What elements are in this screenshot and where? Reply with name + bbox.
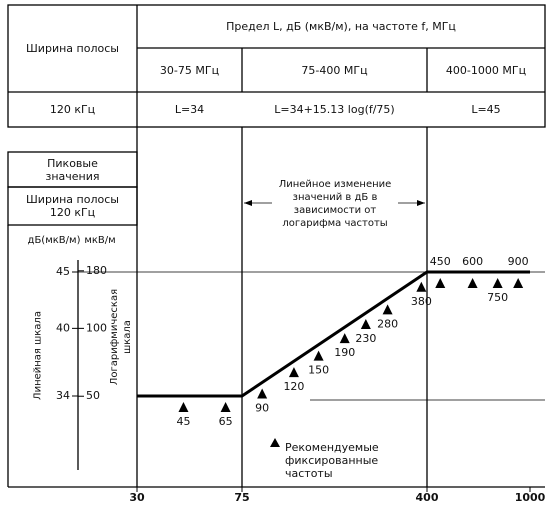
frequency-label: 65 xyxy=(219,415,233,428)
frequency-marker xyxy=(416,281,427,292)
frequency-label: 230 xyxy=(355,332,376,345)
frequency-marker xyxy=(257,388,268,399)
frequency-marker xyxy=(467,278,478,288)
formula: L=45 xyxy=(471,103,501,116)
x-tick-label: 1000 xyxy=(515,491,546,504)
frequency-marker xyxy=(435,278,446,288)
uv-tick-label: 100 xyxy=(86,321,107,334)
bandwidth-label: Ширина полосы 120 кГц xyxy=(26,193,119,219)
range: 30-75 МГц xyxy=(159,64,220,77)
frequency-label: 120 xyxy=(283,380,304,393)
frequency-marker xyxy=(178,402,189,412)
db-tick-label: 34 xyxy=(56,389,70,402)
formula: L=34+15.13 log(f/75) xyxy=(274,103,395,116)
frequency-marker xyxy=(382,304,393,315)
x-tick-label: 30 xyxy=(129,491,145,504)
frequency-marker xyxy=(220,402,231,412)
uv-unit: мкВ/м xyxy=(84,235,116,246)
db-unit: дБ(мкВ/м) xyxy=(27,235,81,246)
frequency-label: 90 xyxy=(255,401,269,414)
frequency-label: 900 xyxy=(508,255,529,268)
bandwidth-header: Ширина полосы xyxy=(26,42,119,55)
x-tick-label: 75 xyxy=(234,491,249,504)
peak-label: Пиковые значения xyxy=(45,157,100,183)
limit-header: Предел L, дБ (мкВ/м), на частоте f, МГц xyxy=(226,20,456,33)
range: 400-1000 МГц xyxy=(445,64,527,77)
frequency-label: 750 xyxy=(487,291,508,304)
uv-tick-label: 50 xyxy=(86,389,100,402)
bandwidth: 120 кГц xyxy=(49,103,96,116)
uv-tick-label: 180 xyxy=(86,264,107,277)
frequency-marker xyxy=(360,318,371,329)
x-tick-label: 400 xyxy=(416,491,439,504)
table-lines xyxy=(7,4,546,488)
legend: Рекомендуемые фиксированные частоты xyxy=(285,441,379,480)
frequency-marker xyxy=(492,278,503,288)
frequency-label: 45 xyxy=(176,415,190,428)
linear-scale: Линейная шкала xyxy=(32,311,44,400)
log-scale: Логарифмическая шкала xyxy=(109,288,133,386)
frequency-label: 150 xyxy=(308,364,329,377)
range: 75-400 МГц xyxy=(301,64,368,77)
frequency-label: 280 xyxy=(377,317,398,330)
frequency-marker xyxy=(313,350,324,361)
frequency-label: 190 xyxy=(334,346,355,359)
frequency-label: 600 xyxy=(462,255,483,268)
annotation: Линейное изменение значений в дБ в завис… xyxy=(272,178,398,230)
frequency-marker xyxy=(339,333,350,344)
formula: L=34 xyxy=(174,103,205,116)
frequency-marker xyxy=(513,278,524,288)
frequency-marker xyxy=(288,367,299,378)
db-tick-label: 40 xyxy=(56,321,70,334)
limit-line xyxy=(137,270,530,398)
frequency-label: 380 xyxy=(411,295,432,308)
db-tick-label: 45 xyxy=(56,265,70,278)
frequency-label: 450 xyxy=(430,255,451,268)
legend-marker xyxy=(270,438,280,447)
